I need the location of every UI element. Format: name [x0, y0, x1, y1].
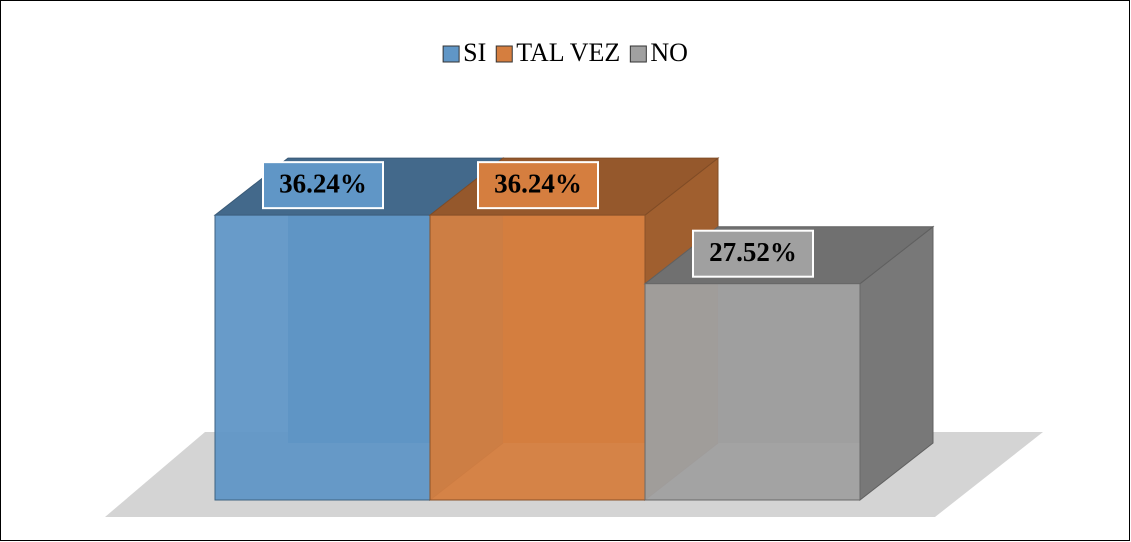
legend-label: TAL VEZ	[516, 38, 620, 67]
data-label: 36.24%	[279, 168, 367, 198]
legend-label: SI	[463, 38, 486, 67]
data-label-box	[692, 229, 814, 278]
bar	[644, 283, 861, 501]
data-label-box	[262, 161, 384, 210]
legend-swatch	[442, 45, 460, 63]
data-label-box	[477, 161, 599, 210]
data-label: 36.24%	[494, 168, 582, 198]
legend-label: NO	[650, 38, 688, 67]
legend-swatch	[495, 45, 513, 63]
bar	[214, 214, 431, 501]
data-label: 27.52%	[709, 237, 797, 267]
bar	[429, 214, 646, 501]
legend-swatch	[629, 45, 647, 63]
